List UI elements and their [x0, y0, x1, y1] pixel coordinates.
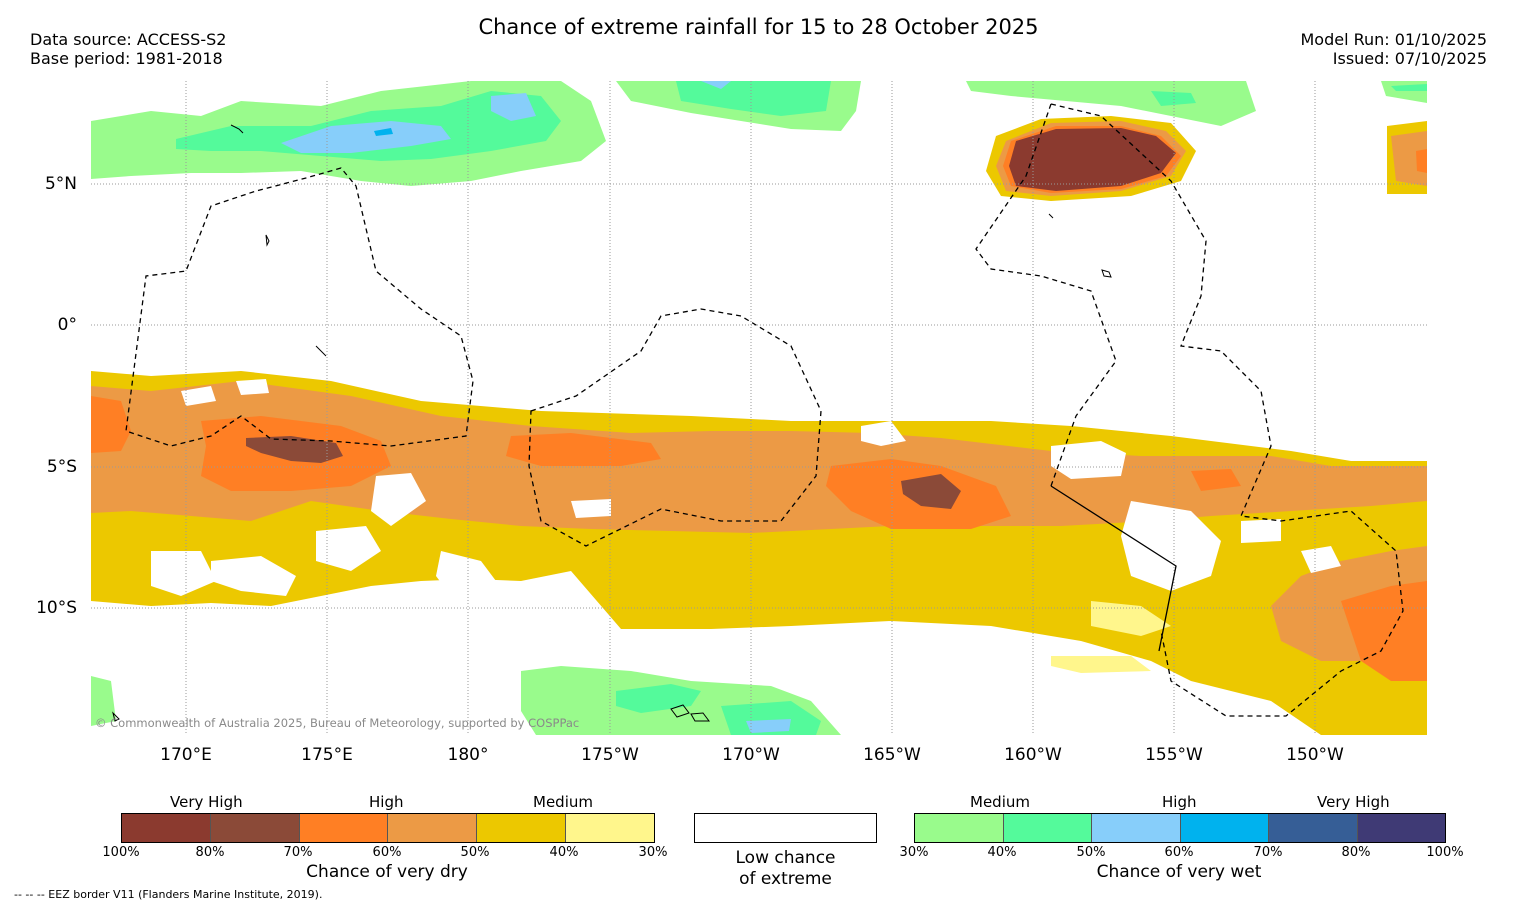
eez-border-solid [1050, 485, 1177, 652]
dry-swatch-80-70 [210, 814, 300, 842]
dry-category-high: High [369, 793, 404, 811]
lat-label-5n: 5°N [44, 174, 77, 194]
dry-tick-60: 60% [372, 845, 402, 860]
lat-label-10s: 10°S [36, 598, 77, 618]
lon-label-175e: 175°E [301, 745, 353, 765]
low-chance-holes [151, 379, 1341, 596]
dry-swatch-100-80 [122, 814, 211, 842]
wet-region-north-west [91, 81, 606, 186]
wet-swatch-80-100 [1357, 814, 1445, 842]
wet-tick-50: 50% [1076, 845, 1106, 860]
wet-tick-30: 30% [899, 845, 929, 860]
wet-swatch-70-80 [1269, 814, 1358, 842]
base-period-text: Base period: 1981-2018 [30, 49, 223, 68]
lat-label-0: 0° [57, 315, 77, 335]
map-title: Chance of extreme rainfall for 15 to 28 … [478, 15, 1039, 39]
wet-tick-70: 70% [1253, 845, 1283, 860]
lat-label-5s: 5°S [46, 457, 77, 477]
model-run-info: Model Run: 01/10/2025 Issued: 07/10/2025 [1301, 30, 1488, 68]
wet-category-very-high: Very High [1317, 793, 1390, 811]
islands [112, 124, 1112, 722]
dry-legend-caption: Chance of very dry [306, 862, 468, 882]
wet-legend-caption: Chance of very wet [1096, 862, 1262, 882]
wet-region-north-center [616, 81, 1427, 131]
wet-tick-100: 100% [1426, 845, 1464, 860]
dry-region-north [986, 116, 1427, 201]
dry-category-very-high: Very High [170, 793, 243, 811]
wet-color-bar [914, 813, 1446, 843]
dry-tick-80: 80% [195, 845, 225, 860]
data-source-text: Data source: ACCESS-S2 [30, 30, 227, 49]
wet-swatch-50-60 [1092, 814, 1181, 842]
low-chance-swatch [694, 813, 877, 843]
eez-footnote: -- -- -- EEZ border V11 (Flanders Marine… [14, 888, 323, 901]
wet-category-medium: Medium [970, 793, 1030, 811]
wet-swatch-40-50 [1003, 814, 1092, 842]
dry-tick-30: 30% [638, 845, 668, 860]
low-chance-caption-line2: of extreme [739, 869, 832, 889]
low-chance-caption: Low chance of extreme [694, 848, 877, 890]
dry-tick-70: 70% [283, 845, 313, 860]
issued-text: Issued: 07/10/2025 [1332, 49, 1487, 68]
lon-label-155w: 155°W [1145, 745, 1203, 765]
wet-swatch-30-40 [915, 814, 1004, 842]
dry-swatch-40-30 [566, 814, 654, 842]
dry-tick-100: 100% [102, 845, 140, 860]
data-source-info: Data source: ACCESS-S2 Base period: 1981… [30, 30, 226, 68]
copyright-notice: © Commonwealth of Australia 2025, Bureau… [95, 716, 580, 730]
rainfall-map [91, 81, 1427, 735]
dry-swatch-50-40 [477, 814, 567, 842]
graticule [91, 81, 1427, 735]
model-run-text: Model Run: 01/10/2025 [1300, 30, 1488, 49]
lon-label-175w: 175°W [581, 745, 639, 765]
wet-category-high: High [1162, 793, 1197, 811]
lon-label-150w: 150°W [1286, 745, 1344, 765]
wet-tick-60: 60% [1164, 845, 1194, 860]
dry-swatch-70-60 [299, 814, 389, 842]
dry-category-medium: Medium [533, 793, 593, 811]
low-chance-caption-line1: Low chance [735, 848, 836, 868]
dry-tick-40: 40% [549, 845, 579, 860]
lon-label-165w: 165°W [863, 745, 921, 765]
dry-tick-50: 50% [460, 845, 490, 860]
lon-label-170w: 170°W [722, 745, 780, 765]
eez-borders [125, 103, 1404, 717]
wet-tick-40: 40% [987, 845, 1017, 860]
wet-tick-80: 80% [1341, 845, 1371, 860]
lon-label-180: 180° [447, 745, 489, 765]
lon-label-160w: 160°W [1004, 745, 1062, 765]
lon-label-170e: 170°E [160, 745, 212, 765]
wet-swatch-60-70 [1180, 814, 1269, 842]
dry-swatch-60-50 [388, 814, 478, 842]
dry-color-bar [121, 813, 655, 843]
